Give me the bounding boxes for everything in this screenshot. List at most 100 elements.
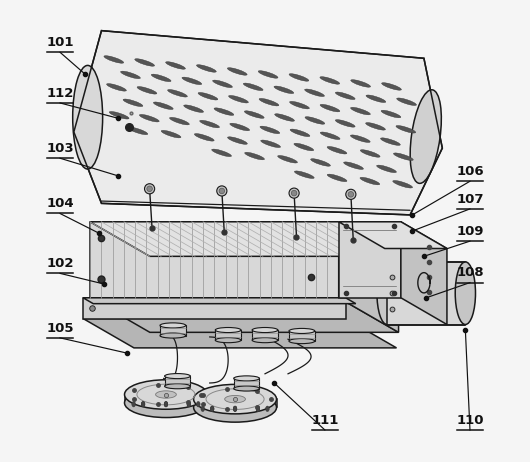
Text: 108: 108 xyxy=(456,267,484,280)
Ellipse shape xyxy=(142,401,145,407)
Ellipse shape xyxy=(198,92,218,100)
Polygon shape xyxy=(90,222,339,298)
Ellipse shape xyxy=(147,186,152,192)
Ellipse shape xyxy=(197,65,216,72)
Ellipse shape xyxy=(182,77,202,85)
Polygon shape xyxy=(165,376,190,386)
Polygon shape xyxy=(289,331,315,341)
Ellipse shape xyxy=(381,138,400,146)
Ellipse shape xyxy=(214,108,234,116)
Text: 104: 104 xyxy=(46,197,74,210)
Ellipse shape xyxy=(351,79,370,87)
Ellipse shape xyxy=(167,90,187,97)
Ellipse shape xyxy=(381,110,401,118)
Ellipse shape xyxy=(292,190,297,196)
Ellipse shape xyxy=(225,395,245,403)
Ellipse shape xyxy=(366,122,385,130)
Ellipse shape xyxy=(160,323,186,328)
Ellipse shape xyxy=(230,123,250,131)
Ellipse shape xyxy=(244,111,264,118)
Ellipse shape xyxy=(305,117,325,124)
Ellipse shape xyxy=(258,71,278,78)
Ellipse shape xyxy=(184,105,204,112)
Ellipse shape xyxy=(252,328,278,333)
Ellipse shape xyxy=(125,388,207,418)
Ellipse shape xyxy=(217,186,227,196)
Ellipse shape xyxy=(165,374,190,379)
Ellipse shape xyxy=(234,386,260,391)
Ellipse shape xyxy=(170,117,189,125)
Ellipse shape xyxy=(261,140,280,147)
Ellipse shape xyxy=(193,393,277,422)
Ellipse shape xyxy=(219,188,225,194)
Ellipse shape xyxy=(195,134,214,141)
Ellipse shape xyxy=(346,189,356,200)
Ellipse shape xyxy=(145,184,155,194)
Ellipse shape xyxy=(210,406,214,412)
Ellipse shape xyxy=(320,104,340,112)
Polygon shape xyxy=(339,222,447,249)
Ellipse shape xyxy=(377,165,396,173)
Ellipse shape xyxy=(156,391,176,398)
Polygon shape xyxy=(125,395,207,403)
Ellipse shape xyxy=(348,192,354,197)
Ellipse shape xyxy=(275,114,295,121)
Ellipse shape xyxy=(142,401,145,407)
Ellipse shape xyxy=(125,380,207,409)
Ellipse shape xyxy=(305,89,324,97)
Ellipse shape xyxy=(123,99,143,107)
Ellipse shape xyxy=(211,149,232,157)
Ellipse shape xyxy=(135,59,155,66)
Ellipse shape xyxy=(121,71,140,79)
Ellipse shape xyxy=(289,101,310,109)
Ellipse shape xyxy=(335,120,355,127)
Ellipse shape xyxy=(289,188,299,198)
Ellipse shape xyxy=(164,401,168,407)
Polygon shape xyxy=(252,330,278,340)
Ellipse shape xyxy=(193,384,277,414)
Ellipse shape xyxy=(327,146,347,154)
Ellipse shape xyxy=(294,171,314,178)
Ellipse shape xyxy=(160,333,186,338)
Polygon shape xyxy=(83,298,356,304)
Ellipse shape xyxy=(266,406,269,412)
Ellipse shape xyxy=(256,406,260,412)
Ellipse shape xyxy=(382,83,401,90)
Ellipse shape xyxy=(234,376,260,381)
Ellipse shape xyxy=(320,132,340,140)
Ellipse shape xyxy=(200,120,219,128)
Ellipse shape xyxy=(289,74,309,81)
Polygon shape xyxy=(90,222,399,256)
Ellipse shape xyxy=(335,92,355,99)
Ellipse shape xyxy=(139,115,159,122)
Ellipse shape xyxy=(215,328,241,333)
Ellipse shape xyxy=(164,401,168,407)
Ellipse shape xyxy=(360,150,380,157)
Ellipse shape xyxy=(137,86,157,94)
Polygon shape xyxy=(193,399,277,407)
Ellipse shape xyxy=(393,153,413,160)
Ellipse shape xyxy=(210,406,214,412)
Ellipse shape xyxy=(153,102,173,109)
Text: 103: 103 xyxy=(46,142,74,155)
Ellipse shape xyxy=(327,174,347,182)
Ellipse shape xyxy=(215,338,241,343)
Ellipse shape xyxy=(233,406,237,412)
Ellipse shape xyxy=(132,401,136,407)
Ellipse shape xyxy=(166,62,185,69)
Ellipse shape xyxy=(165,384,190,389)
Text: 105: 105 xyxy=(46,322,74,334)
Ellipse shape xyxy=(393,181,412,188)
Ellipse shape xyxy=(455,262,475,324)
Ellipse shape xyxy=(289,328,315,334)
Text: 101: 101 xyxy=(46,36,74,49)
Ellipse shape xyxy=(245,152,264,160)
Text: 107: 107 xyxy=(456,193,484,206)
Ellipse shape xyxy=(366,95,386,103)
Ellipse shape xyxy=(104,56,123,63)
Polygon shape xyxy=(234,378,260,389)
Ellipse shape xyxy=(201,406,205,412)
Ellipse shape xyxy=(187,401,191,407)
Polygon shape xyxy=(339,222,401,298)
Ellipse shape xyxy=(107,84,126,91)
